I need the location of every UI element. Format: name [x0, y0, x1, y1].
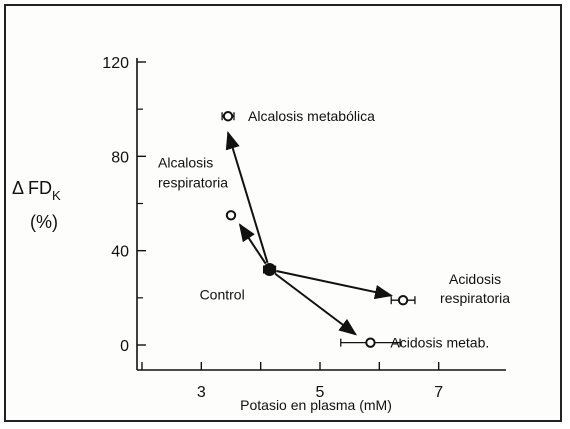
- arrow: [276, 270, 393, 300]
- ticks: 0 40 80 120 3 5 7: [102, 55, 443, 401]
- point-label: Acidosis respiratoria: [440, 271, 510, 306]
- arrow: [238, 223, 267, 265]
- x-tick-label: 5: [316, 384, 325, 401]
- point-label: Control: [200, 287, 245, 303]
- x-tick-label: 7: [434, 384, 443, 401]
- chart-frame: 0 40 80 120 3 5 7 Control Alcalosis metabólica A…: [4, 4, 562, 422]
- point-label-line: Acidosis: [449, 271, 501, 287]
- data-point: [397, 294, 409, 306]
- y-tick-label: 40: [111, 244, 129, 261]
- y-tick-label: 120: [102, 55, 129, 72]
- point-labels: Control Alcalosis metabólica Alcalosis resp…: [158, 108, 510, 350]
- arrow: [225, 131, 269, 264]
- point-label-line: respiratoria: [158, 174, 228, 190]
- point-label: Alcalosis metabólica: [248, 108, 375, 124]
- y-axis-unit: (%): [30, 212, 58, 232]
- y-tick-label: 0: [120, 338, 129, 355]
- point-label-line: Alcalosis: [158, 154, 213, 170]
- arrows: [225, 131, 393, 336]
- data-point: [365, 337, 376, 348]
- y-axis-title: Δ FDK: [12, 178, 61, 203]
- x-tick-label: 3: [197, 384, 206, 401]
- arrow: [274, 272, 358, 336]
- data-point: [225, 210, 237, 221]
- point-label: Acidosis metab.: [390, 335, 489, 351]
- scatter-chart: 0 40 80 120 3 5 7 Control Alcalosis metabólica A…: [12, 55, 510, 413]
- points: [221, 111, 416, 348]
- point-label: Alcalosis respiratoria: [158, 154, 228, 190]
- data-point: [222, 111, 234, 122]
- y-tick-label: 80: [111, 149, 129, 166]
- axes: [136, 58, 506, 371]
- data-point: [263, 263, 277, 277]
- x-axis-title: Potasio en plasma (mM): [240, 397, 392, 413]
- point-label-line: respiratoria: [440, 290, 510, 306]
